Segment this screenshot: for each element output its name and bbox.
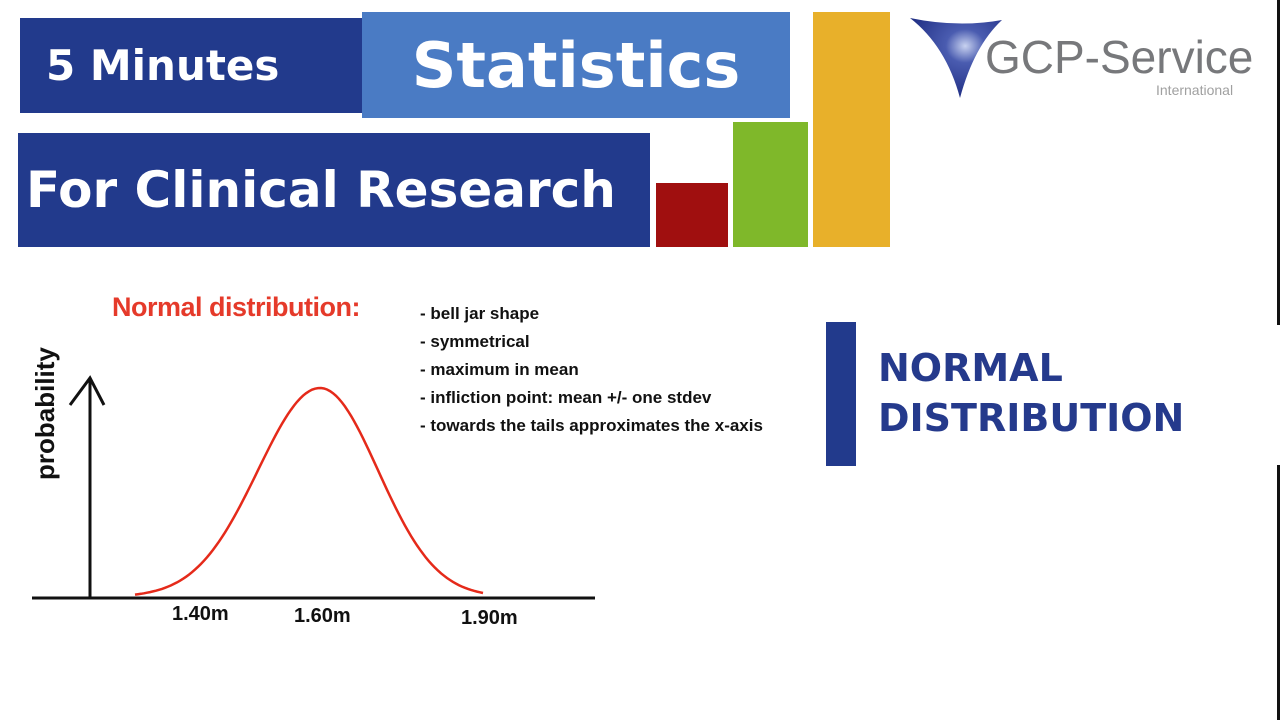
x-tick-label: 1.40m (172, 603, 229, 625)
logo-triangle-icon (910, 18, 1002, 98)
section-title: NORMAL DISTRIBUTION (878, 343, 1184, 443)
bullet-item: - symmetrical (420, 332, 530, 351)
bell-curve-figure (32, 375, 595, 600)
bullet-item: - bell jar shape (420, 304, 540, 323)
bullet-item: - towards the tails approximates the x-a… (420, 416, 763, 435)
logo-text: GCP-Service (985, 31, 1254, 83)
bullet-item: - maximum in mean (420, 360, 579, 379)
section-title-line1: NORMAL (878, 346, 1063, 390)
figure-heading: Normal distribution: (112, 292, 361, 322)
subtitle-clinical-research: For Clinical Research (18, 133, 650, 247)
bell-curve (134, 386, 484, 596)
title-5-minutes: 5 Minutes (20, 18, 362, 113)
y-axis-label: probability (30, 347, 60, 480)
title-statistics: Statistics (362, 12, 790, 118)
edge-line (1277, 465, 1280, 720)
x-tick-label: 1.90m (461, 607, 518, 629)
logo-subtext: International (1156, 82, 1234, 98)
section-accent-bar (826, 322, 856, 466)
decor-bar-green (733, 122, 808, 247)
x-tick-label: 1.60m (294, 605, 351, 627)
y-axis-arrow-icon (68, 375, 106, 406)
decor-bar-yellow (813, 12, 890, 247)
bullet-list: - bell jar shape - symmetrical - maximum… (420, 300, 763, 440)
bullet-item: - infliction point: mean +/- one stdev (420, 388, 712, 407)
section-title-line2: DISTRIBUTION (878, 396, 1185, 440)
edge-line (1277, 0, 1280, 325)
decor-bar-red (656, 183, 728, 247)
